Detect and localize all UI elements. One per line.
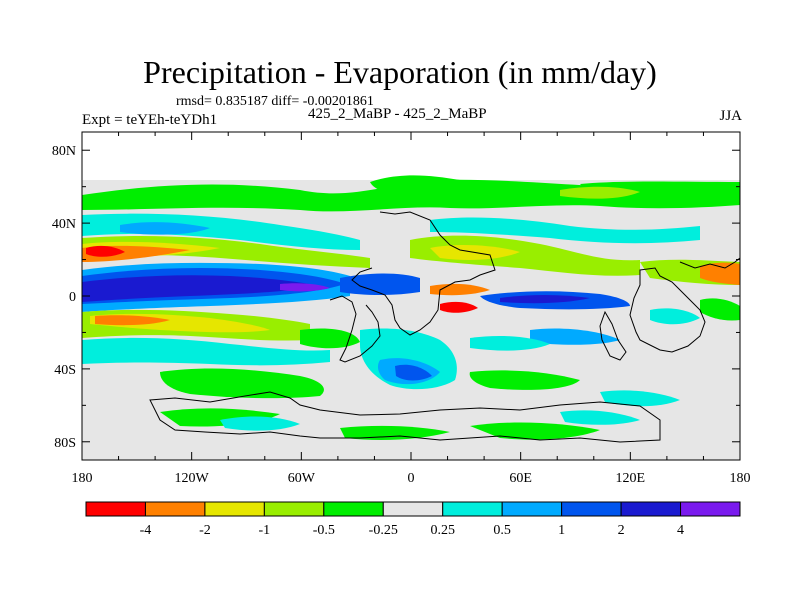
antarctic-green-c [340, 425, 450, 440]
colorbar-label: -1 [259, 523, 271, 538]
colorbar-swatch [442, 501, 503, 517]
colorbar-label: 4 [677, 523, 684, 538]
patch-green-e [700, 298, 740, 321]
antarctic-green-e [470, 422, 600, 440]
coast-east-asia [679, 257, 740, 269]
y-tick-label: 80S [54, 436, 76, 451]
x-tick-label: 120E [616, 471, 646, 486]
eq-pacific-purple [280, 283, 330, 292]
y-tick-label: 80N [52, 144, 76, 159]
africa-red [440, 301, 478, 313]
south-indian-cyan [470, 336, 550, 351]
patch-red-w [86, 245, 125, 257]
x-axis: 180 120W 60W 0 60E 120E 180 [72, 132, 751, 486]
colorbar-label: -0.25 [369, 523, 398, 538]
spac-orange [95, 315, 170, 326]
stats-text: rmsd= 0.835187 diff= -0.00201861 [176, 94, 374, 109]
colorbar-swatch [561, 501, 622, 517]
colorbar-swatch [85, 501, 146, 517]
eq-pacific-darkblue [82, 275, 320, 302]
y-tick-label: 0 [69, 290, 76, 305]
wpac-orange [700, 262, 740, 285]
coast-australia-asia [629, 267, 706, 353]
south-green-1 [300, 328, 360, 349]
colorbar-label: 2 [618, 523, 625, 538]
antarctic-cyan-w [220, 416, 300, 431]
coast-antarctica [149, 391, 661, 443]
south-cyan-east [600, 390, 680, 407]
x-tick-label: 0 [408, 471, 415, 486]
band-north-yellowgreen [560, 186, 640, 199]
band-north-patch [370, 175, 520, 196]
colorbar: -4 -2 -1 -0.5 -0.25 0.25 0.5 1 2 4 [85, 501, 741, 538]
south-green-3 [469, 370, 580, 390]
x-tick-label: 60E [509, 471, 532, 486]
colorbar-label: -2 [199, 523, 211, 538]
experiment-label: Expt = teYEh-teYDh1 [82, 112, 218, 128]
colorbar-label: 1 [558, 523, 565, 538]
y-tick-label: 40S [54, 363, 76, 378]
colorbar-swatch [620, 501, 682, 517]
coastlines [149, 211, 740, 443]
x-tick-label: 180 [730, 471, 751, 486]
colorbar-swatch [263, 501, 325, 517]
colorbar-swatch [501, 501, 563, 517]
indian-darkblue [500, 295, 590, 304]
south-green-2 [160, 368, 324, 399]
coast-africa-eurasia [351, 211, 496, 336]
x-tick-label: 120W [175, 471, 210, 486]
colorbar-swatch [382, 501, 444, 517]
colorbar-swatch [204, 501, 265, 517]
colorbar-label: -4 [140, 523, 152, 538]
colorbar-label: -0.5 [313, 523, 335, 538]
subtitle: 425_2_MaBP - 425_2_MaBP [308, 106, 487, 122]
x-tick-label: 60W [288, 471, 316, 486]
antarctic-cyan-e [560, 410, 640, 425]
y-axis: 80N 40N 0 40S 80S [52, 144, 740, 451]
coast-south-america [329, 295, 381, 363]
plot-title: Precipitation - Evaporation (in mm/day) [143, 54, 657, 90]
colorbar-swatch [680, 501, 741, 517]
atlantic-blue [340, 273, 420, 295]
band-north-green [82, 179, 740, 212]
y-tick-label: 40N [52, 217, 76, 232]
season-label: JJA [719, 108, 742, 124]
band-35n-east-cyan [430, 217, 700, 244]
south-cyan-band [82, 337, 330, 366]
africa-orange [430, 283, 490, 296]
colorbar-swatch [323, 501, 384, 517]
contour-fill [82, 175, 740, 460]
patch-cyan-e [650, 308, 700, 325]
colorbar-label: 0.5 [493, 523, 511, 538]
colorbar-swatch [144, 501, 206, 517]
band-35n-blue [120, 222, 210, 235]
south-atl-darkblue [395, 364, 432, 381]
colorbar-label: 0.25 [430, 523, 455, 538]
x-tick-label: 180 [72, 471, 93, 486]
coast-indonesia [599, 310, 627, 361]
south-indian-blue [530, 328, 620, 345]
